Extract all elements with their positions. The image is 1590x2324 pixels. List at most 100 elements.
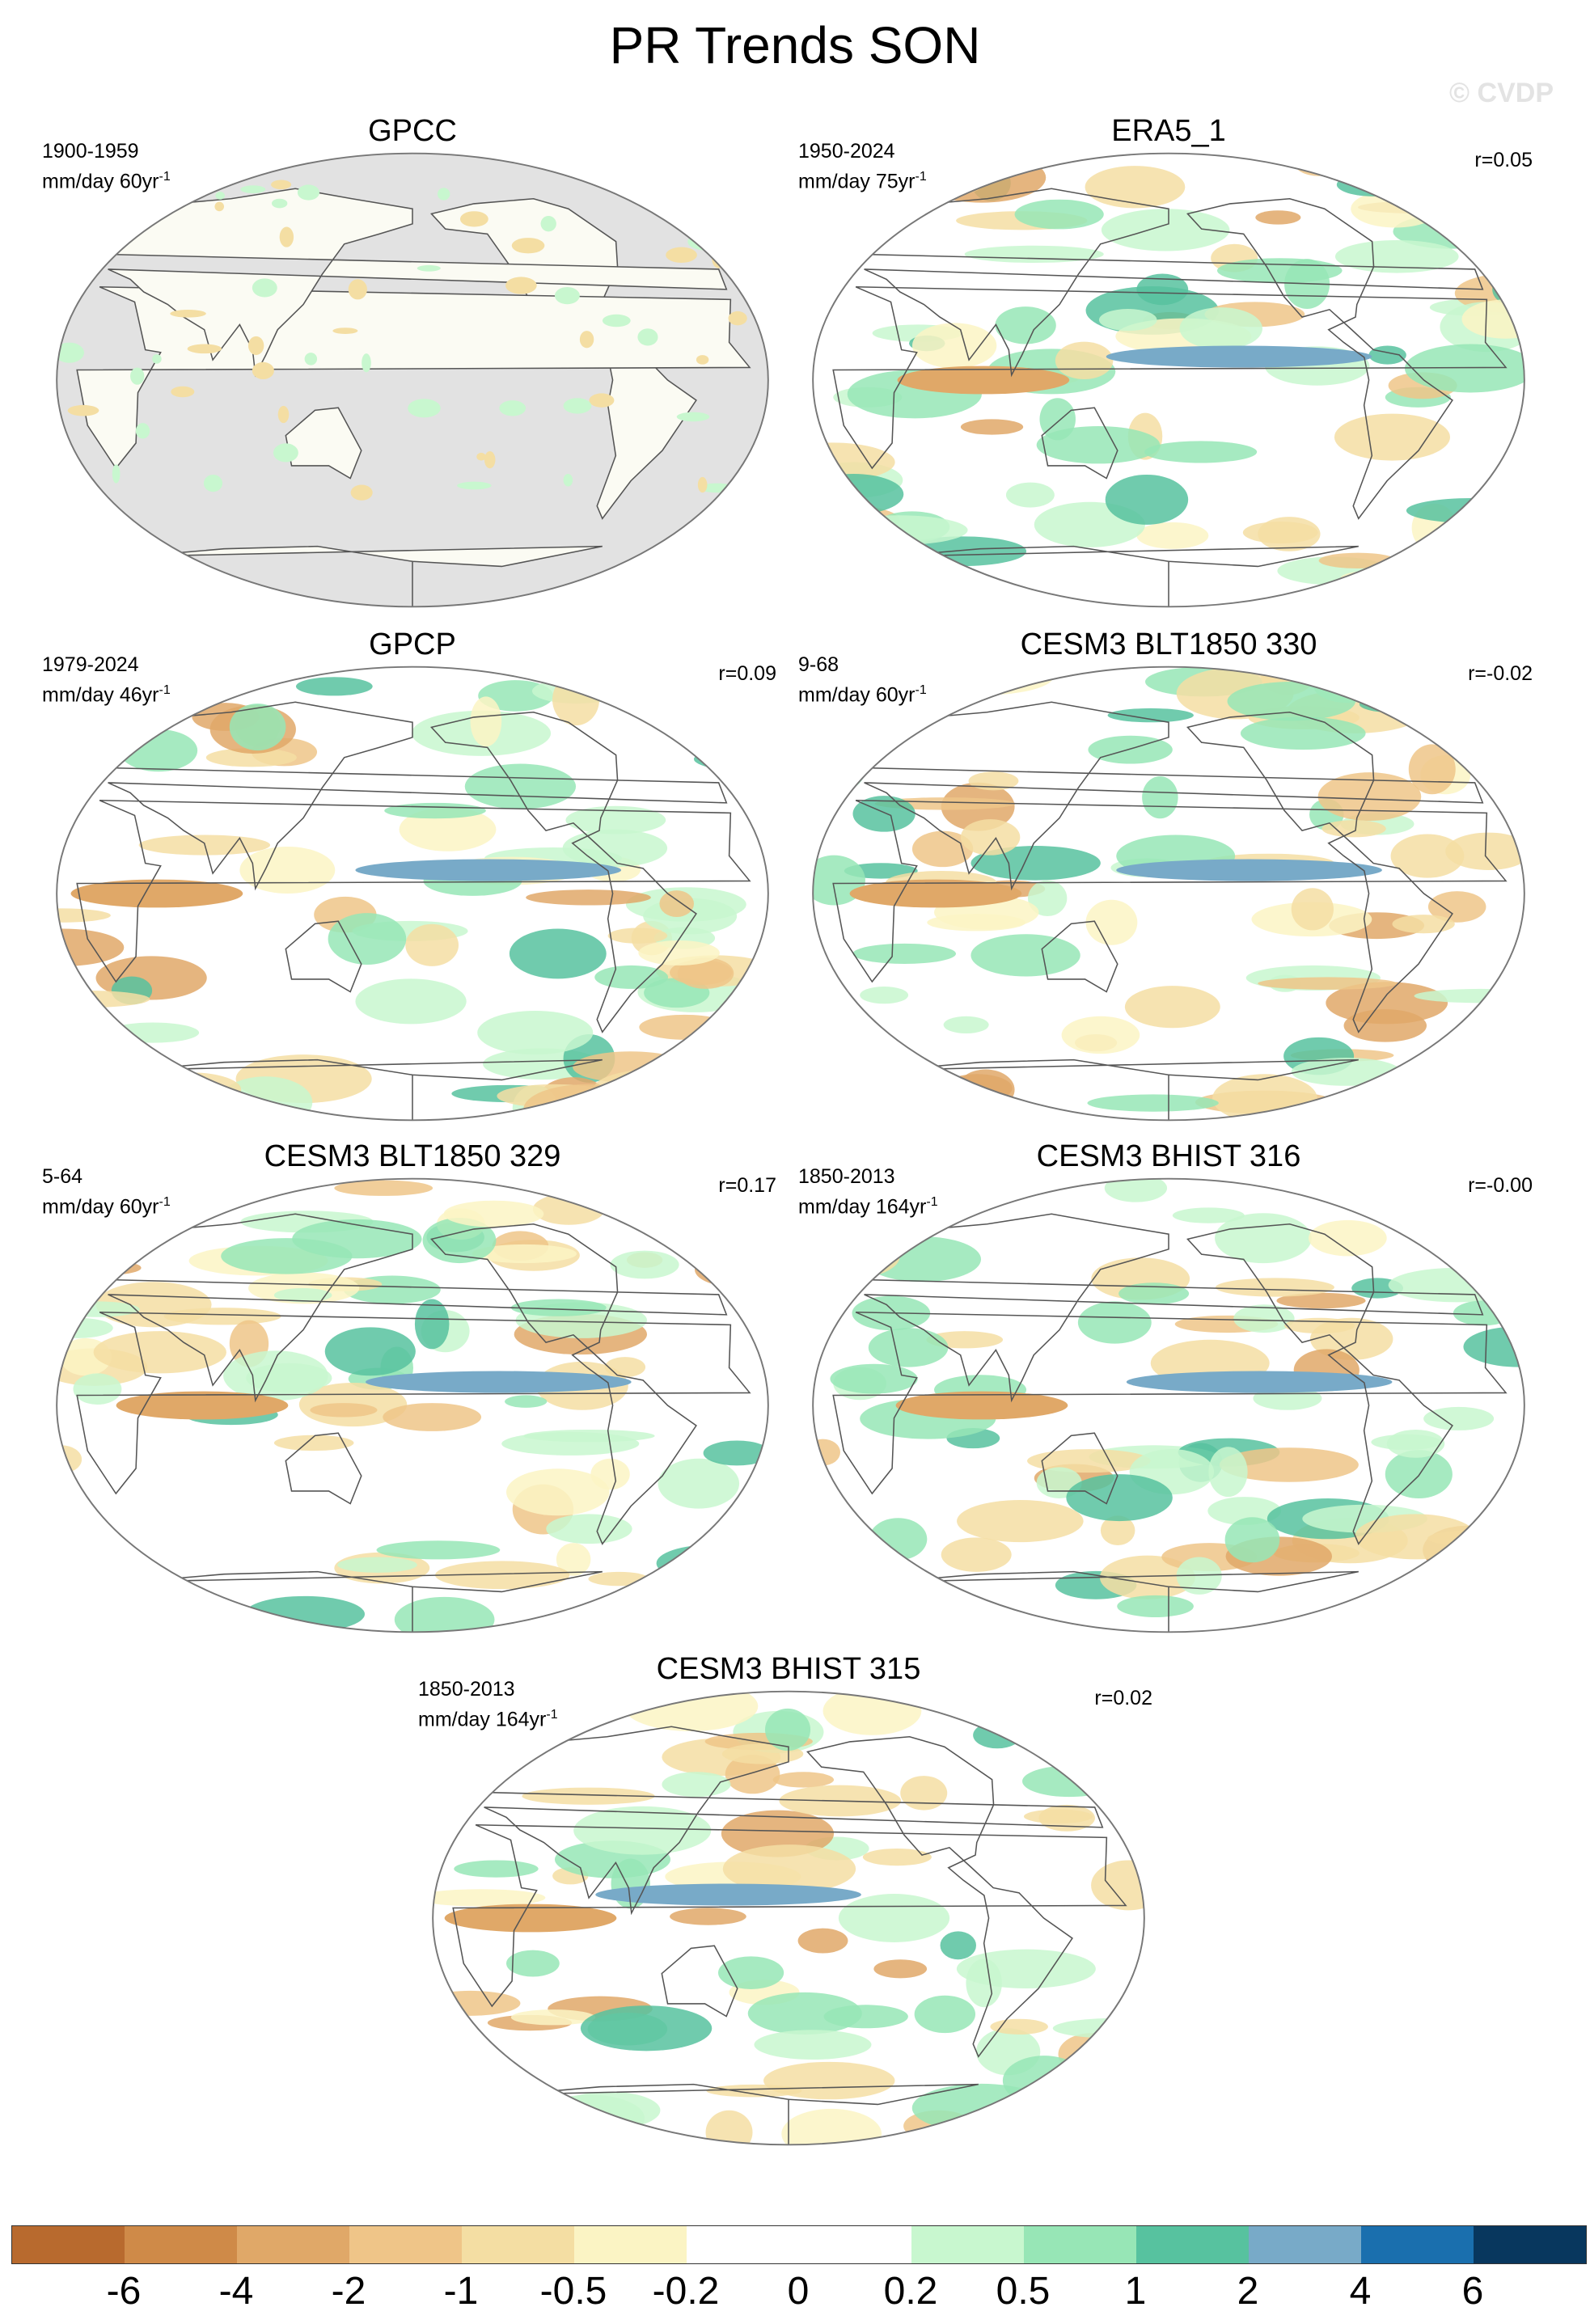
land-outline: [1041, 920, 1118, 993]
trend-region: [1317, 772, 1422, 822]
trend-region: [639, 692, 699, 721]
trend-region: [57, 1445, 82, 1474]
trend-region: [1085, 166, 1186, 209]
trend-region: [444, 1904, 617, 1933]
trend-region: [1334, 413, 1450, 461]
trend-region: [990, 2018, 1048, 2035]
trend-region: [970, 934, 1080, 977]
land-outline: [892, 1058, 1359, 1121]
units-exponent: -1: [159, 170, 171, 184]
trend-region: [849, 879, 1022, 908]
trend-region: [116, 180, 138, 192]
trend-region: [580, 2005, 713, 2051]
trend-region: [1071, 2107, 1144, 2145]
trend-region: [112, 191, 141, 207]
land-outline: [136, 1058, 603, 1121]
trend-region: [911, 323, 997, 369]
panel-title: CESM3 BHIST 316: [1036, 1139, 1301, 1173]
panel-units: mm/day 75yr-1: [798, 170, 927, 193]
trend-region: [868, 1328, 949, 1367]
trend-region: [594, 965, 669, 989]
panel-units: mm/day 46yr-1: [42, 683, 171, 707]
trend-region: [107, 1022, 200, 1043]
trend-region: [1489, 485, 1520, 533]
trend-region: [526, 889, 651, 906]
trend-region: [1022, 1765, 1117, 1798]
panel-period: 1850-2013: [798, 1165, 895, 1188]
trend-region: [1343, 1009, 1427, 1042]
map-border: [56, 666, 769, 1122]
trend-region: [472, 1244, 577, 1264]
trend-region: [852, 943, 957, 964]
trend-region: [152, 354, 162, 364]
panel-units: mm/day 60yr-1: [798, 683, 927, 707]
map-border: [56, 152, 769, 608]
trend-region: [1179, 307, 1262, 350]
trend-region: [781, 2108, 882, 2145]
trend-region: [116, 1391, 289, 1420]
trend-region: [1023, 1809, 1093, 1824]
trend-region: [911, 830, 974, 868]
map-panel: CESM3 BLT1850 330 9-68 mm/day 60yr-1 r=-0.0…: [797, 627, 1541, 1122]
trend-region: [433, 1990, 521, 2016]
robinson-map: [56, 152, 769, 608]
trend-region: [273, 1288, 332, 1303]
trend-region: [484, 450, 496, 469]
trend-region: [443, 1200, 544, 1227]
colorbar-swatch: [1136, 2226, 1250, 2263]
trend-region: [563, 398, 592, 414]
panel-units: mm/day 60yr-1: [42, 170, 171, 193]
trend-region: [521, 1709, 560, 1739]
trend-region: [1255, 210, 1301, 225]
land-outline: [1041, 1432, 1118, 1505]
trend-region: [842, 1185, 954, 1201]
panel-title: CESM3 BHIST 315: [656, 1652, 921, 1686]
trend-region: [57, 1589, 165, 1607]
map-panel: GPCP 1979-2024 mm/day 46yr-1 r=0.09: [40, 627, 784, 1122]
land-outline: [892, 1570, 1359, 1633]
trend-region: [273, 1435, 354, 1451]
trend-region: [602, 314, 631, 327]
trend-region: [244, 1595, 366, 1633]
trend-region: [399, 807, 497, 851]
units-exponent: -1: [926, 1195, 938, 1209]
trend-region: [828, 515, 968, 545]
trend-region: [1027, 1449, 1151, 1473]
trend-region: [163, 1308, 281, 1325]
trend-region: [112, 464, 121, 484]
trend-region: [813, 1439, 840, 1466]
trend-region: [452, 2061, 518, 2087]
trend-region: [873, 1959, 928, 1979]
trend-region: [1100, 1515, 1135, 1546]
trend-region: [1293, 153, 1344, 176]
trend-region: [900, 1776, 948, 1811]
trend-region: [610, 1250, 679, 1279]
trend-region: [1216, 258, 1343, 284]
trend-region: [1176, 1557, 1222, 1595]
trend-region: [960, 419, 1024, 435]
land-outline: [892, 545, 1359, 607]
trend-region: [1321, 820, 1386, 838]
trend-region: [1368, 345, 1406, 365]
trend-region: [414, 1299, 450, 1350]
units-exponent: -1: [159, 683, 171, 697]
trend-region: [1233, 1304, 1295, 1333]
colorbar-swatch: [462, 2226, 575, 2263]
trend-region: [897, 366, 1070, 395]
trend-region: [964, 245, 1104, 263]
panel-units: mm/day 164yr-1: [418, 1708, 558, 1731]
trend-region: [57, 1089, 145, 1105]
trend-region: [221, 1238, 353, 1274]
trend-region: [1058, 2033, 1126, 2076]
trend-region: [1010, 1691, 1091, 1723]
trend-region: [93, 1331, 226, 1374]
trend-region: [556, 2091, 661, 2129]
robinson-map: [812, 666, 1525, 1122]
map-panel: ERA5_1 1950-2024 mm/day 75yr-1 r=0.05: [797, 113, 1541, 608]
trend-region: [1284, 1317, 1355, 1334]
trend-region: [697, 476, 708, 493]
trend-region: [332, 327, 358, 334]
trend-region: [510, 2009, 596, 2026]
trend-region: [1099, 1555, 1195, 1599]
trend-region: [1450, 1078, 1482, 1104]
